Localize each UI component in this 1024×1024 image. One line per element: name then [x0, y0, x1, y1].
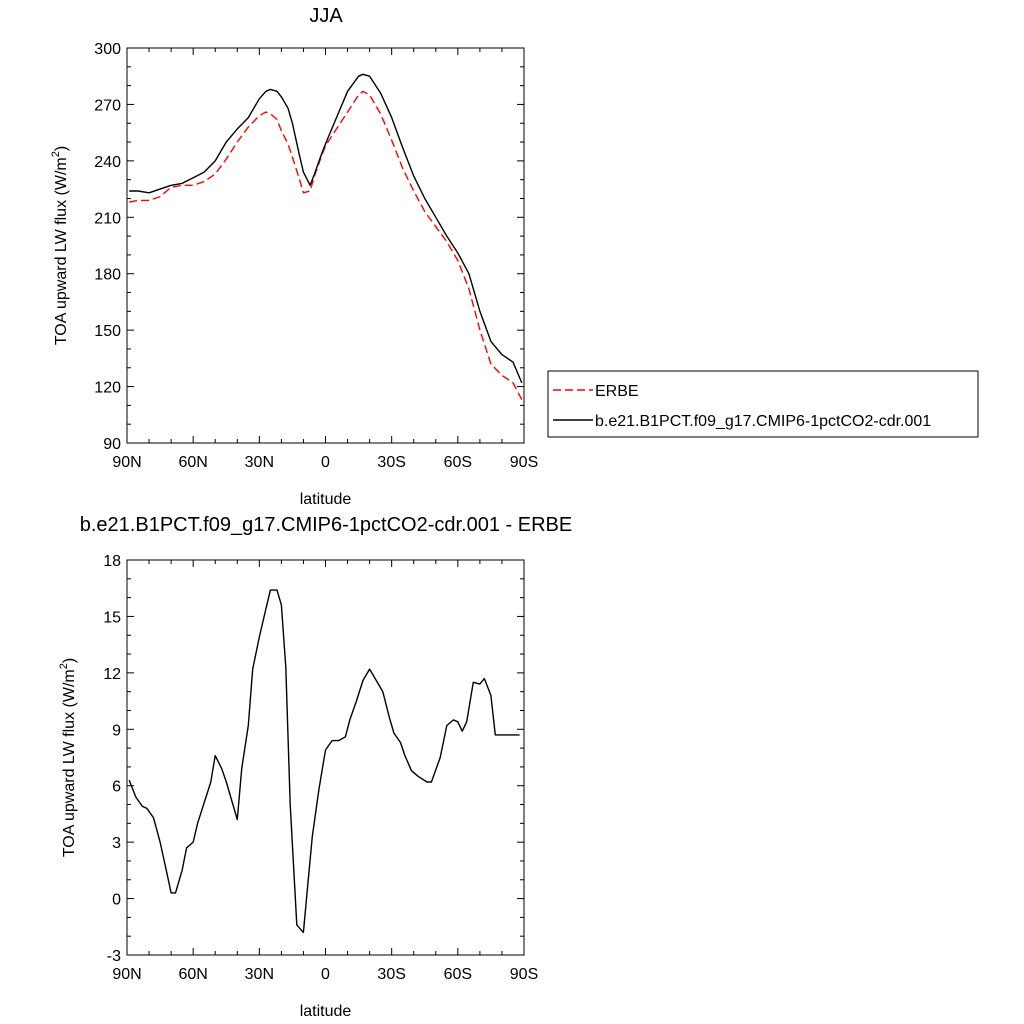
x-tick-label: 60N	[178, 966, 207, 983]
series-line-1	[129, 90, 523, 401]
y-tick-label: 180	[94, 267, 121, 284]
x-tick-label: 90S	[510, 966, 538, 983]
y-tick-label: 120	[94, 380, 121, 397]
x-tick-label: 90N	[112, 454, 141, 471]
y-axis-label-close: )	[53, 146, 70, 151]
x-tick-label: 30S	[377, 454, 405, 471]
y-tick-label: 9	[112, 722, 121, 739]
y-tick-label: 3	[112, 835, 121, 852]
chart-title: JJA	[309, 5, 343, 27]
x-tick-label: 90N	[112, 966, 141, 983]
legend-label-2: b.e21.B1PCT.f09_g17.CMIP6-1pctCO2-cdr.00…	[595, 413, 931, 430]
y-axis-label: TOA upward LW flux (W/m2)	[58, 658, 78, 857]
x-tick-label: 90S	[510, 454, 538, 471]
y-tick-label: -3	[107, 948, 121, 965]
y-axis-label-close: )	[61, 658, 78, 663]
y-axis-label-main: TOA upward LW flux (W/m	[61, 669, 78, 857]
y-tick-label: 270	[94, 97, 121, 114]
y-tick-label: 150	[94, 323, 121, 340]
y-tick-label: 90	[103, 436, 121, 453]
y-axis-label-superscript: 2	[58, 663, 70, 669]
x-tick-label: 30S	[377, 966, 405, 983]
x-tick-label: 60N	[178, 454, 207, 471]
x-tick-label: 0	[321, 454, 330, 471]
x-axis-label: latitude	[300, 1003, 352, 1020]
chart-panel-2: -3 0 3 6 9 12 15 18 90N 60N 30N 0 30S 60S 90S b.e21.B1P…	[58, 514, 572, 1020]
x-axis-label: latitude	[300, 491, 352, 508]
y-tick-label: 18	[103, 553, 121, 570]
y-axis-label: TOA upward LW flux (W/m2)	[50, 146, 70, 345]
y-axis-label-main: TOA upward LW flux (W/m	[53, 157, 70, 345]
y-tick-label: 12	[103, 666, 121, 683]
legend-label-1: ERBE	[595, 383, 639, 400]
y-tick-label: 300	[94, 41, 121, 58]
x-tick-label: 0	[321, 966, 330, 983]
series-line-1	[128, 589, 520, 934]
x-tick-label: 30N	[245, 966, 274, 983]
chart-title: b.e21.B1PCT.f09_g17.CMIP6-1pctCO2-cdr.00…	[80, 514, 572, 536]
y-axis-label-superscript: 2	[50, 151, 62, 157]
plot-frame	[126, 47, 525, 444]
legend-box	[547, 370, 979, 438]
y-tick-label: 0	[112, 892, 121, 909]
y-tick-label: 240	[94, 154, 121, 171]
x-tick-label: 30N	[245, 454, 274, 471]
y-tick-label: 15	[103, 609, 121, 626]
y-tick-label: 210	[94, 210, 121, 227]
x-tick-label: 60S	[444, 966, 472, 983]
chart-panel-1: 90 120 150 180 210 240 270 300 90N 60N 30N 0 30S 60S 9…	[50, 5, 979, 508]
series-line-2	[129, 73, 523, 384]
plot-frame	[126, 559, 525, 956]
legend: ERBE b.e21.B1PCT.f09_g17.CMIP6-1pctCO2-cd…	[547, 370, 979, 438]
x-tick-label: 60S	[444, 454, 472, 471]
y-tick-label: 6	[112, 779, 121, 796]
